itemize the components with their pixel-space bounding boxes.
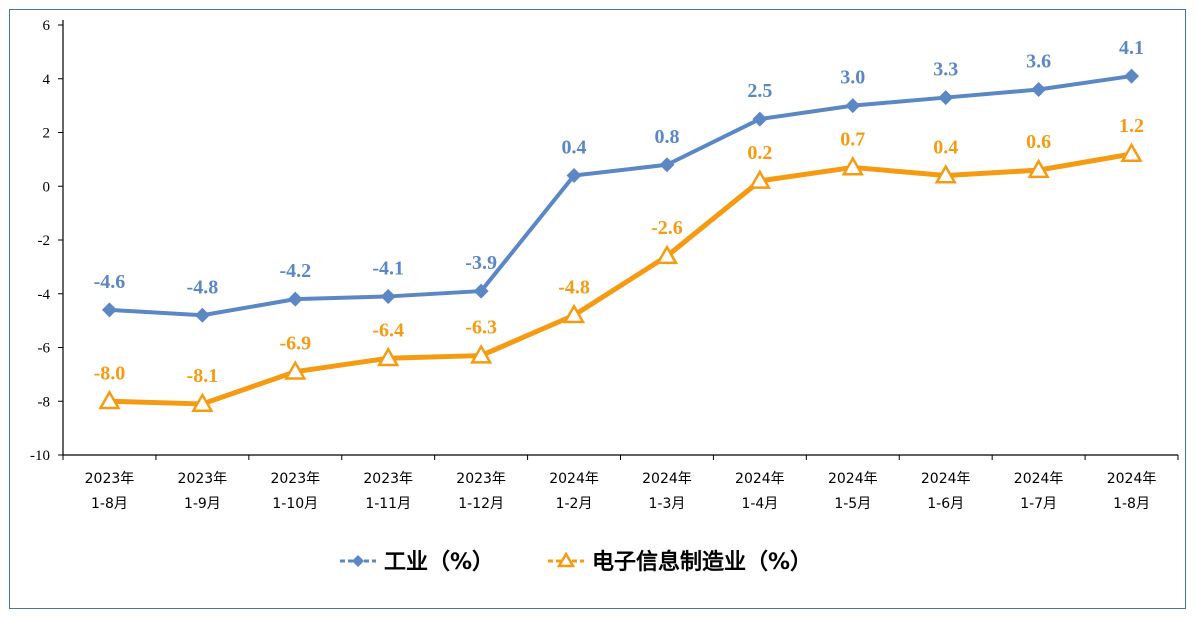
x-tick-label-period: 1-5月 [834, 496, 871, 512]
data-label: 0.4 [933, 137, 958, 159]
data-point-triangle [748, 169, 772, 189]
data-label: -3.9 [465, 252, 497, 274]
x-tick-label-period: 1-11月 [365, 496, 411, 512]
data-point-diamond [938, 90, 954, 106]
data-label: 0.7 [840, 128, 865, 150]
data-point-diamond [380, 288, 396, 304]
data-label: 2.5 [747, 80, 772, 102]
data-label: -6.4 [372, 319, 404, 341]
x-tick-label-year: 2024年 [549, 471, 599, 487]
x-tick-label-period: 1-12月 [458, 496, 504, 512]
x-tick-label-year: 2023年 [178, 471, 228, 487]
data-label: 0.6 [1026, 131, 1051, 153]
x-tick-label-year: 2024年 [735, 471, 785, 487]
series-line-1 [107, 74, 1134, 318]
y-tick-label: 4 [43, 72, 51, 88]
data-label: -4.6 [94, 271, 126, 293]
y-tick-label: -6 [38, 341, 51, 357]
data-point-triangle [655, 244, 679, 265]
x-tick-label-year: 2024年 [642, 471, 692, 487]
data-label: -4.8 [187, 276, 219, 298]
data-label: -6.9 [279, 333, 311, 355]
data-label: 0.4 [562, 137, 587, 159]
data-label: -6.3 [465, 317, 497, 339]
data-point-diamond [1124, 68, 1140, 84]
x-tick-label-period: 1-10月 [272, 496, 318, 512]
data-label: 1.2 [1119, 115, 1144, 137]
data-point-triangle [1027, 158, 1050, 179]
series-line-2 [106, 151, 1135, 407]
data-point-diamond [473, 283, 489, 299]
data-point-triangle [191, 392, 214, 412]
data-point-triangle [284, 360, 307, 380]
x-tick-label-period: 1-9月 [184, 496, 221, 512]
data-point-diamond [659, 157, 675, 173]
data-label: 3.6 [1026, 51, 1051, 73]
x-tick-label-year: 2023年 [270, 471, 320, 487]
legend-label-1: 工业（%） [384, 550, 494, 575]
data-label: 3.3 [933, 59, 958, 81]
data-label: 4.1 [1119, 37, 1144, 59]
data-point-triangle [934, 163, 957, 184]
data-point-triangle [98, 389, 121, 410]
x-tick-label-period: 1-3月 [649, 496, 686, 512]
x-tick-label-year: 2023年 [363, 471, 413, 487]
x-tick-label-year: 2024年 [921, 471, 971, 487]
data-point-triangle [1120, 142, 1143, 162]
data-point-diamond [845, 98, 861, 114]
y-tick-label: 6 [43, 18, 51, 34]
y-tick-label: -10 [30, 448, 50, 464]
data-point-diamond [101, 302, 117, 318]
x-tick-label-year: 2023年 [85, 471, 135, 487]
data-label: 3.0 [840, 67, 865, 89]
data-point-triangle [469, 344, 493, 364]
legend-marker-diamond [352, 555, 364, 567]
x-tick-label-period: 1-7月 [1020, 496, 1057, 512]
data-point-triangle [841, 155, 864, 176]
data-label: -4.8 [558, 276, 590, 298]
y-tick-label: -2 [38, 233, 51, 249]
y-tick-label: 0 [43, 179, 51, 195]
legend-label-2: 电子信息制造业（%） [592, 549, 812, 575]
y-tick-label: -4 [38, 287, 51, 303]
data-point-diamond [287, 291, 303, 307]
data-point-diamond [566, 168, 582, 183]
data-label: -8.1 [187, 365, 219, 387]
data-label: 0.2 [747, 142, 772, 164]
x-tick-label-period: 1-8月 [91, 496, 128, 512]
data-label: -4.1 [372, 257, 404, 279]
data-label: 0.8 [654, 126, 679, 148]
data-point-triangle [562, 303, 586, 324]
data-point-diamond [1031, 82, 1047, 97]
data-label: -2.6 [651, 217, 683, 239]
x-tick-label-period: 1-4月 [741, 496, 778, 512]
chart-frame [9, 9, 1186, 609]
data-label: -8.0 [94, 362, 126, 384]
x-tick-label-period: 1-2月 [556, 496, 593, 512]
data-point-triangle [377, 346, 400, 367]
y-tick-label: -8 [38, 394, 51, 410]
x-tick-label-year: 2024年 [1107, 471, 1157, 487]
x-tick-label-period: 1-6月 [927, 496, 964, 512]
data-label: -4.2 [279, 260, 311, 282]
legend-marker-triangle [556, 551, 576, 568]
x-tick-label-year: 2024年 [1014, 471, 1064, 487]
x-tick-label-year: 2024年 [828, 471, 878, 487]
x-tick-label-period: 1-8月 [1113, 496, 1150, 512]
x-tick-label-year: 2023年 [456, 471, 506, 487]
y-tick-label: 2 [43, 126, 51, 142]
data-point-diamond [194, 307, 210, 323]
data-point-diamond [752, 111, 768, 127]
